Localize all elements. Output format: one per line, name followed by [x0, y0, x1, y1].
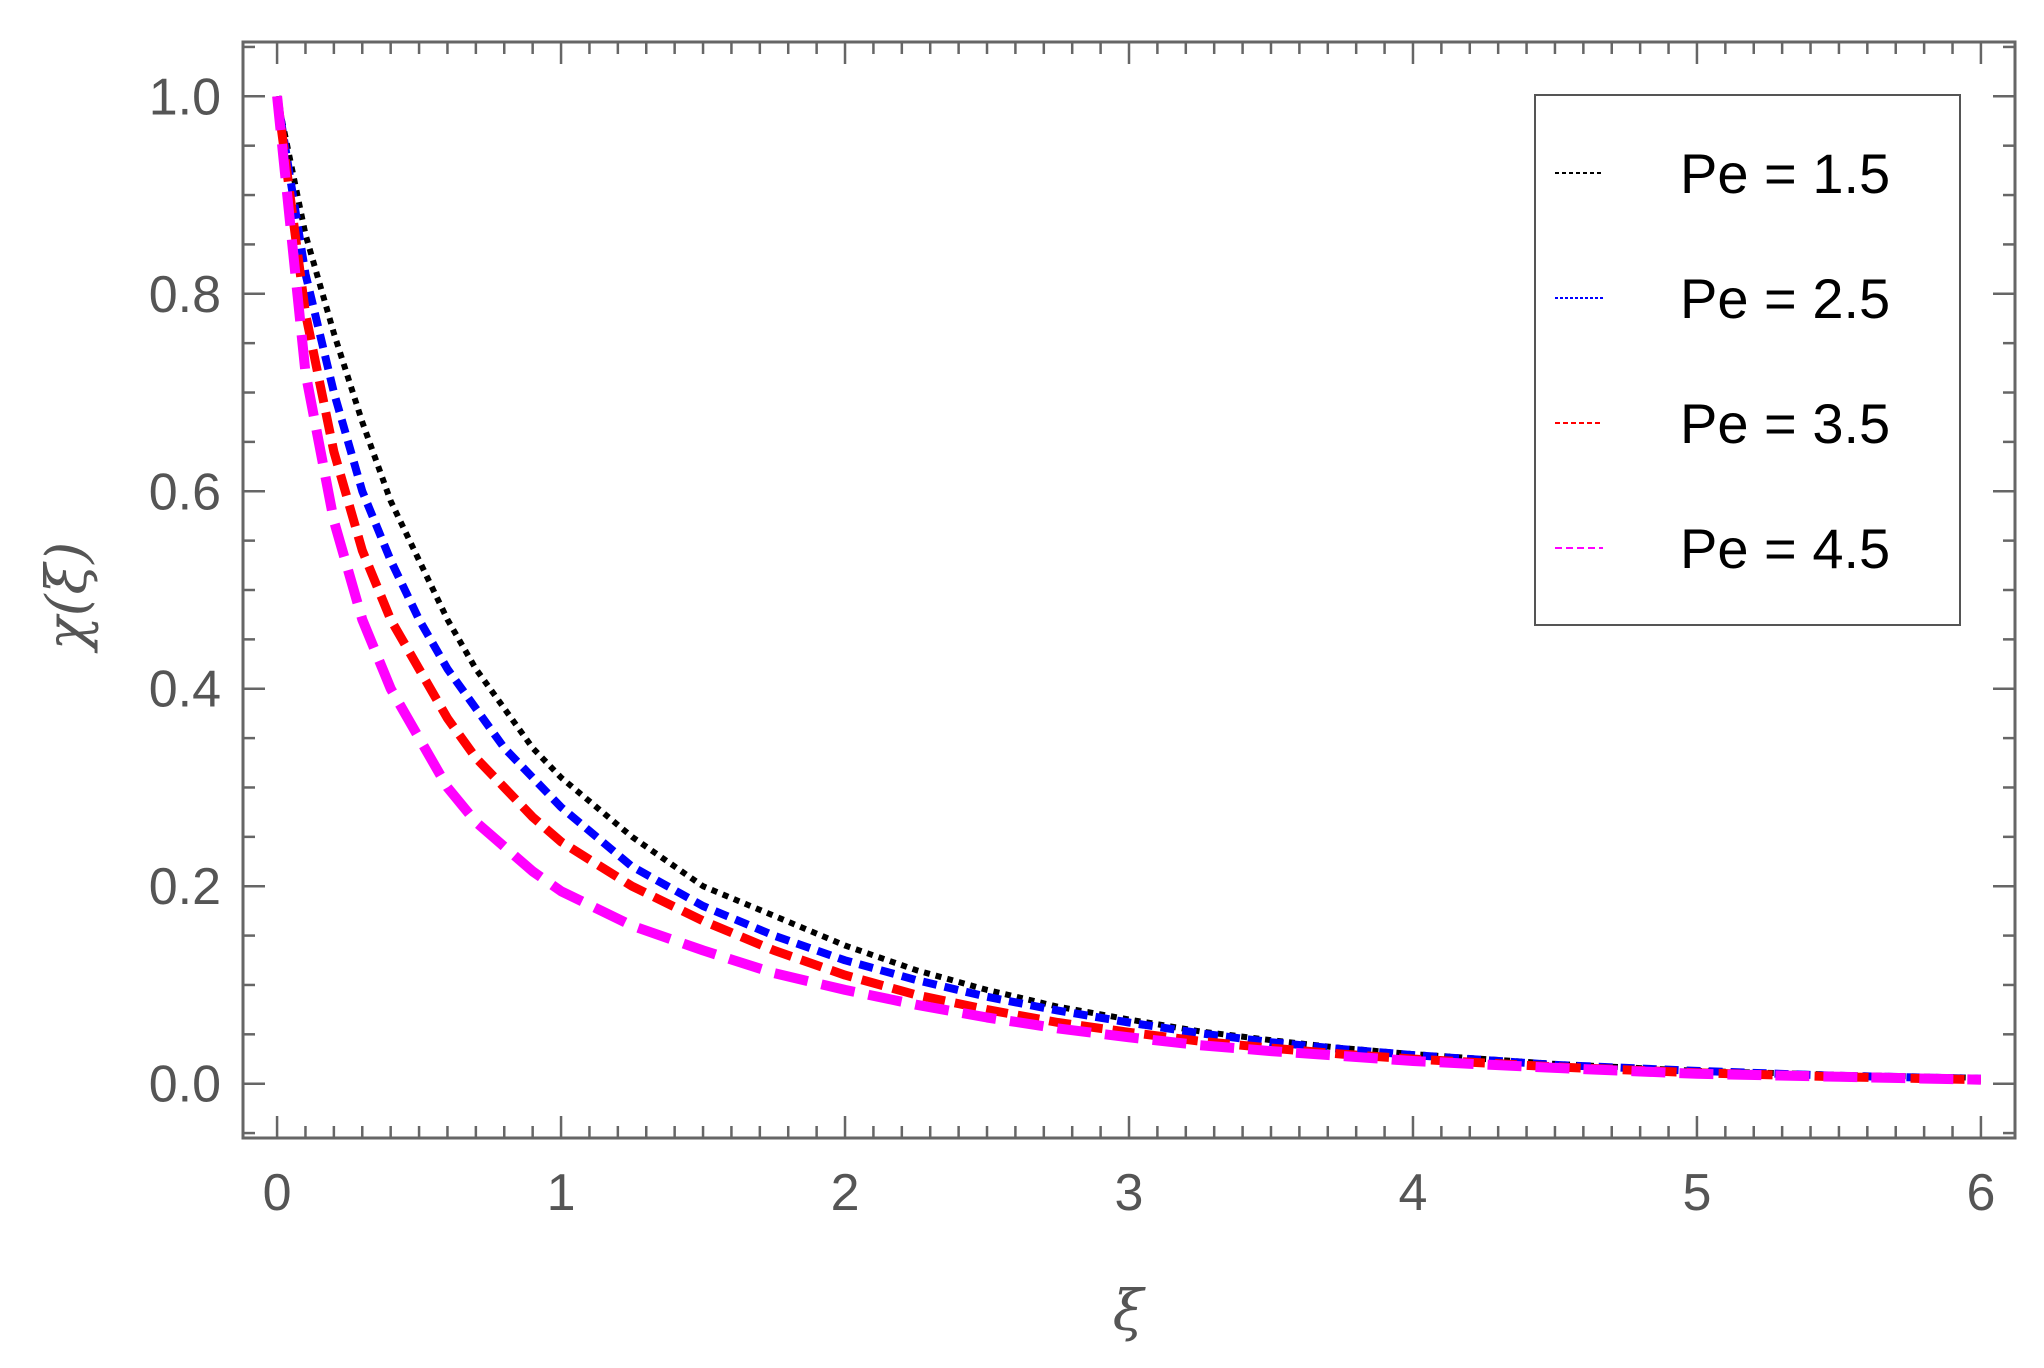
y-tick-label: 0.8 — [149, 266, 221, 324]
x-tick-label: 0 — [263, 1164, 292, 1222]
x-tick-label: 4 — [1399, 1164, 1428, 1222]
legend-label-4: Pe = 4.5 — [1680, 517, 1890, 580]
y-tick-label: 0.4 — [149, 661, 221, 719]
x-tick-label: 2 — [831, 1164, 860, 1222]
legend-box — [1534, 94, 1961, 626]
y-tick-label: 1.0 — [149, 68, 221, 126]
legend: Pe = 1.5 Pe = 2.5 Pe = 3.5 Pe = 4.5 — [1534, 94, 1961, 626]
y-tick-label: 0.0 — [149, 1056, 221, 1114]
x-tick-label: 1 — [547, 1164, 576, 1222]
tick-labels: 0 1 2 3 4 5 6 0.0 0.2 0.4 0.6 0.8 1.0 — [149, 68, 1996, 1222]
x-tick-label: 3 — [1115, 1164, 1144, 1222]
axis-ticks — [243, 42, 2015, 1138]
legend-label-2: Pe = 2.5 — [1680, 267, 1890, 330]
curves — [272, 95, 1982, 1085]
x-axis-label: ξ — [1113, 1279, 1147, 1344]
x-tick-label: 5 — [1682, 1164, 1711, 1222]
x-tick-label: 6 — [1966, 1164, 1995, 1222]
y-axis-label: χ(ξ) — [35, 542, 100, 654]
series-line-4 — [272, 95, 1982, 1085]
series-line-2 — [273, 95, 1981, 1083]
series-line-3 — [272, 95, 1981, 1085]
legend-label-1: Pe = 1.5 — [1680, 142, 1890, 205]
legend-label-3: Pe = 3.5 — [1680, 392, 1890, 455]
y-tick-label: 0.2 — [149, 858, 221, 916]
y-tick-label: 0.6 — [149, 463, 221, 521]
